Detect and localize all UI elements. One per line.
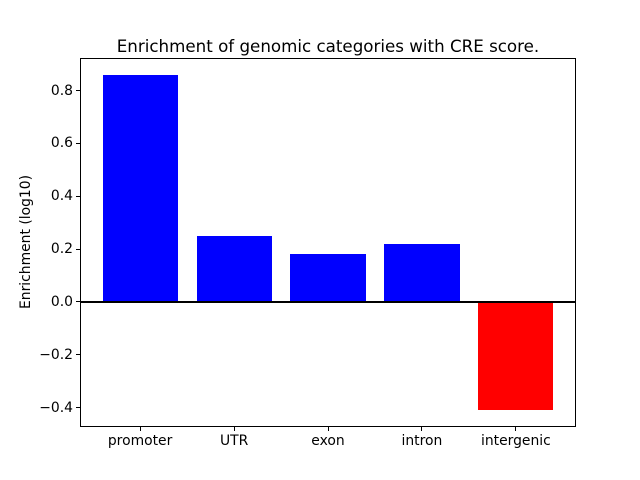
x-tick-mark [327,427,329,431]
x-tick-label-exon: exon [311,433,345,449]
x-tick-mark [233,427,235,431]
bar-intron [384,243,460,302]
plot-area-border [80,58,576,427]
y-tick-mark [76,90,80,92]
y-tick-label: −0.2 [39,346,73,363]
chart-title: Enrichment of genomic categories with CR… [116,36,540,56]
bar-intergenic [478,301,554,411]
x-tick-label-promoter: promoter [107,433,173,449]
x-tick-mark [515,427,517,431]
bar-UTR [196,235,272,302]
y-tick-mark [76,142,80,144]
x-tick-mark [421,427,423,431]
bar-promoter [102,74,178,302]
y-tick-mark [76,354,80,356]
y-tick-mark [76,248,80,250]
y-tick-label: 0.0 [50,293,73,310]
y-tick-label: 0.6 [50,135,73,152]
x-tick-label-UTR: UTR [219,433,249,449]
y-tick-label: 0.4 [50,188,73,205]
y-tick-label: 0.8 [50,82,73,99]
y-tick-mark [76,301,80,303]
x-tick-label-intergenic: intergenic [480,433,551,449]
bar-exon [290,254,366,302]
y-tick-label: −0.4 [39,399,73,416]
y-tick-mark [76,195,80,197]
y-tick-label: 0.2 [50,241,73,258]
x-tick-label-intron: intron [401,433,443,449]
x-tick-mark [139,427,141,431]
y-tick-mark [76,407,80,409]
zero-line [80,300,576,303]
